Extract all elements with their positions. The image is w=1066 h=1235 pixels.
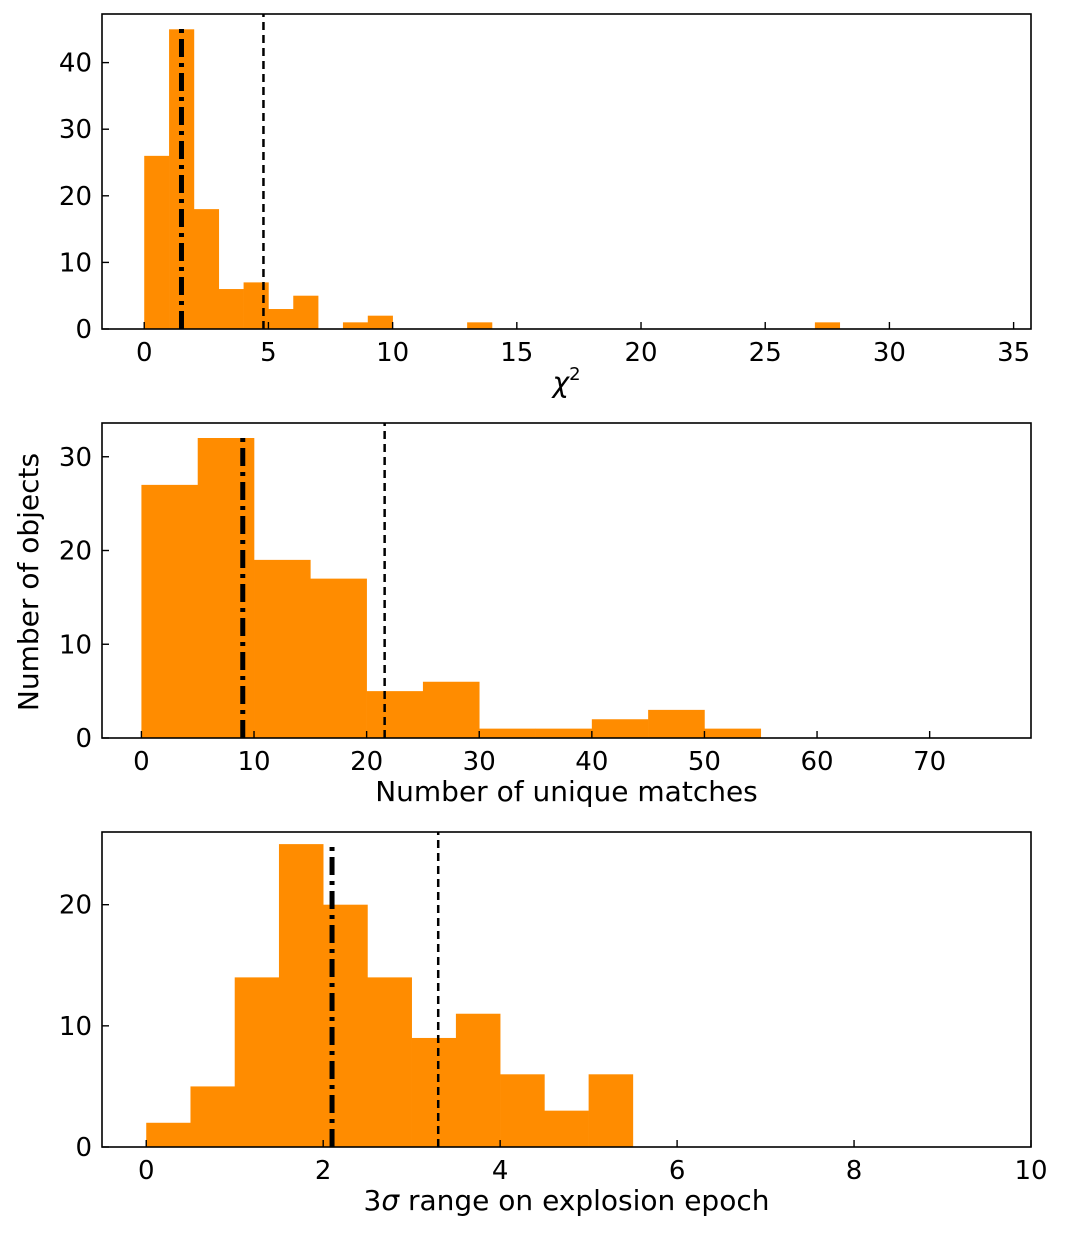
y-tick-label: 20: [59, 537, 92, 567]
histogram-bar: [197, 438, 255, 738]
histogram-bar: [455, 1013, 501, 1147]
x-axis-label: 3σ range on explosion epoch: [364, 1184, 770, 1217]
histogram-bar: [218, 289, 244, 329]
x-axis-label-prefix: 3: [364, 1184, 382, 1217]
x-tick-label: 20: [350, 747, 383, 777]
histogram-bar: [411, 1037, 457, 1147]
histogram-bar: [544, 1110, 589, 1147]
histogram-bar: [141, 484, 199, 738]
y-tick-label: 30: [59, 115, 92, 145]
x-tick-label: 40: [575, 747, 608, 777]
histogram-bar: [479, 728, 536, 738]
y-tick-label: 0: [75, 1133, 92, 1163]
x-axis-label-superscript: 2: [569, 364, 580, 385]
x-axis-label: Number of unique matches: [375, 775, 758, 808]
histogram-bar: [814, 322, 841, 329]
x-tick-label: 10: [237, 747, 270, 777]
y-tick-label: 20: [59, 182, 92, 212]
histogram-bar: [648, 709, 705, 738]
x-tick-label: 50: [688, 747, 721, 777]
axes-frame: [101, 13, 1032, 330]
x-tick-label: 10: [1014, 1156, 1047, 1186]
x-tick-label: 0: [136, 338, 153, 368]
histogram-bar: [467, 322, 493, 329]
y-tick-label: 40: [59, 49, 92, 79]
histogram-bars: [146, 844, 634, 1147]
x-tick-label: 8: [846, 1156, 863, 1186]
histogram-bar: [234, 977, 280, 1147]
x-tick-label: 30: [463, 747, 496, 777]
x-tick-label: 5: [260, 338, 277, 368]
panel-3: 0 2 4 6 8 10 0 10 20 3σ range on explosion epoch: [59, 831, 1048, 1217]
histogram-bar: [342, 322, 369, 329]
histogram-bar: [310, 578, 367, 738]
x-tick-label: 10: [376, 338, 409, 368]
histogram-bar: [366, 691, 424, 738]
histogram-bar: [193, 209, 220, 329]
x-tick-label: 70: [913, 747, 946, 777]
histogram-bar: [591, 719, 649, 738]
x-axis-label-symbol: σ: [381, 1184, 400, 1217]
histogram-bar: [190, 1086, 236, 1147]
x-tick-label: 15: [500, 338, 533, 368]
y-tick-label: 10: [59, 1012, 92, 1042]
histogram-bar: [268, 309, 294, 329]
y-tick-label: 10: [59, 630, 92, 660]
y-tick-label: 0: [75, 724, 92, 754]
histogram-bar: [704, 728, 762, 738]
y-tick-label: 0: [75, 315, 92, 345]
histogram-bar: [254, 559, 311, 738]
histogram-bar: [243, 282, 269, 329]
x-axis-label-suffix: range on explosion epoch: [399, 1184, 769, 1217]
x-tick-label: 2: [315, 1156, 332, 1186]
histogram-bar: [588, 1074, 634, 1147]
histogram-bar: [500, 1074, 545, 1147]
x-tick-label: 35: [997, 338, 1030, 368]
y-axis-label: Number of objects: [12, 453, 45, 711]
x-tick-label: 25: [749, 338, 782, 368]
x-tick-label: 20: [624, 338, 657, 368]
axes-frame: [101, 831, 1032, 1148]
histogram-bar: [422, 681, 480, 738]
histogram-bar: [278, 844, 324, 1147]
y-tick-label: 30: [59, 443, 92, 473]
histogram-bar: [293, 295, 319, 329]
x-tick-label: 0: [138, 1156, 155, 1186]
x-tick-label: 60: [801, 747, 834, 777]
histogram-bar: [367, 977, 412, 1147]
histogram-bars: [144, 29, 841, 329]
histogram-bar: [146, 1122, 191, 1147]
x-axis-label: χ2: [550, 364, 580, 399]
x-tick-label: 30: [873, 338, 906, 368]
panel-1: 0 5 10 15 20 25 30 35 0 10 20 30 40 χ2: [59, 13, 1032, 399]
x-tick-label: 0: [133, 747, 150, 777]
y-tick-label: 20: [59, 891, 92, 921]
x-tick-label: 4: [492, 1156, 509, 1186]
x-tick-label: 6: [669, 1156, 686, 1186]
histogram-bar: [367, 315, 393, 329]
histogram-bar: [144, 155, 170, 329]
x-axis-label-symbol: χ: [550, 366, 570, 399]
axes-frame: [101, 422, 1032, 739]
histogram-bar: [535, 728, 593, 738]
y-tick-label: 10: [59, 248, 92, 278]
